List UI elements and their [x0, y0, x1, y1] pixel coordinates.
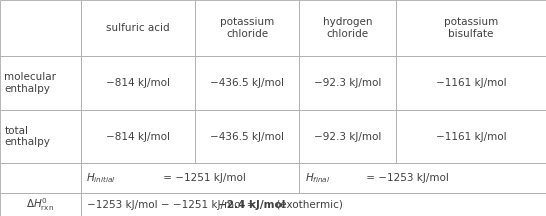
- Text: sulfuric acid: sulfuric acid: [106, 23, 170, 33]
- Text: −436.5 kJ/mol: −436.5 kJ/mol: [210, 132, 284, 142]
- Text: −814 kJ/mol: −814 kJ/mol: [106, 132, 170, 142]
- Text: −92.3 kJ/mol: −92.3 kJ/mol: [314, 78, 381, 88]
- Text: $\mathit{H}_{\mathit{initial}}$: $\mathit{H}_{\mathit{initial}}$: [86, 171, 116, 185]
- Text: −814 kJ/mol: −814 kJ/mol: [106, 78, 170, 88]
- Bar: [81, 56, 195, 110]
- Text: (exothermic): (exothermic): [273, 200, 343, 210]
- Text: −1253 kJ/mol − −1251 kJ/mol =: −1253 kJ/mol − −1251 kJ/mol =: [87, 200, 259, 210]
- Text: hydrogen
chloride: hydrogen chloride: [323, 17, 372, 39]
- Bar: [195, 56, 299, 110]
- Bar: [396, 110, 546, 163]
- Text: = −1251 kJ/mol: = −1251 kJ/mol: [160, 173, 246, 183]
- Bar: [195, 110, 299, 163]
- Text: $\mathit{H}_{\mathit{final}}$: $\mathit{H}_{\mathit{final}}$: [305, 171, 330, 185]
- Text: −92.3 kJ/mol: −92.3 kJ/mol: [314, 132, 381, 142]
- Bar: [299, 110, 396, 163]
- Bar: [0, 56, 81, 110]
- Text: molecular
enthalpy: molecular enthalpy: [4, 72, 56, 94]
- Text: $\Delta H^0_{\mathrm{rxn}}$: $\Delta H^0_{\mathrm{rxn}}$: [26, 196, 55, 213]
- Bar: [81, 110, 195, 163]
- Text: −1161 kJ/mol: −1161 kJ/mol: [436, 78, 506, 88]
- Bar: [195, 0, 299, 56]
- Bar: [81, 193, 546, 216]
- Bar: [0, 193, 81, 216]
- Bar: [81, 163, 299, 193]
- Bar: [396, 0, 546, 56]
- Text: −1161 kJ/mol: −1161 kJ/mol: [436, 132, 506, 142]
- Bar: [299, 0, 396, 56]
- Bar: [0, 110, 81, 163]
- Bar: [299, 56, 396, 110]
- Bar: [0, 0, 81, 56]
- Text: −436.5 kJ/mol: −436.5 kJ/mol: [210, 78, 284, 88]
- Bar: [299, 163, 546, 193]
- Text: potassium
chloride: potassium chloride: [220, 17, 275, 39]
- Text: −2.4 kJ/mol: −2.4 kJ/mol: [218, 200, 285, 210]
- Text: = −1253 kJ/mol: = −1253 kJ/mol: [363, 173, 449, 183]
- Bar: [0, 163, 81, 193]
- Bar: [396, 56, 546, 110]
- Bar: [81, 0, 195, 56]
- Text: potassium
bisulfate: potassium bisulfate: [444, 17, 498, 39]
- Text: total
enthalpy: total enthalpy: [4, 126, 50, 148]
